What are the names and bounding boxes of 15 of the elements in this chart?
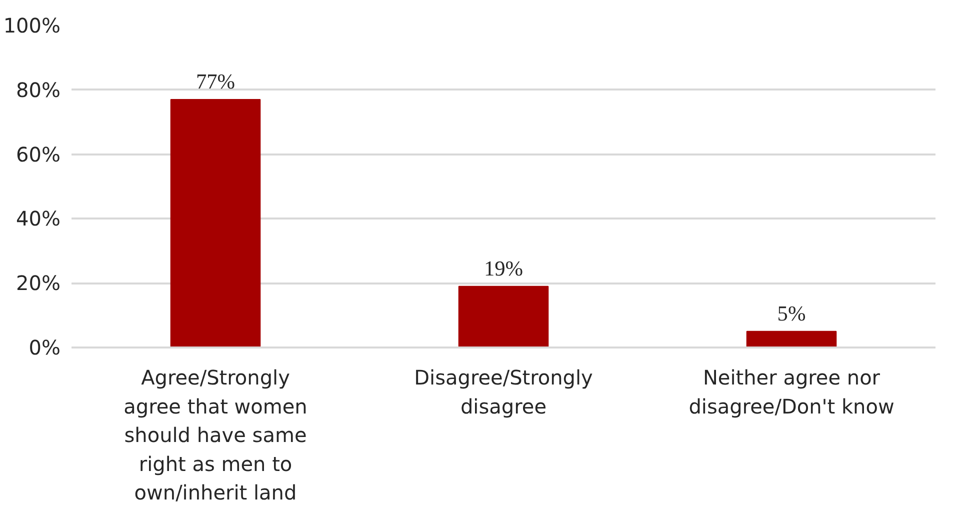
y-tick-label: 100% <box>3 14 61 38</box>
x-tick-label: Agree/Strongly agree that women should have same right as men to own/inherit land <box>124 366 308 505</box>
x-tick-label: Disagree/Strongly disagree <box>414 366 594 418</box>
data-label: 77% <box>196 70 236 94</box>
x-tick-label: Neither agree nor disagree/Don't know <box>688 366 894 418</box>
data-label: 5% <box>777 301 806 326</box>
bar <box>458 286 549 348</box>
y-tick-label: 0% <box>28 336 61 360</box>
y-tick-label: 20% <box>16 271 60 296</box>
data-label: 19% <box>484 256 524 280</box>
y-tick-label: 60% <box>16 142 60 166</box>
bar <box>746 330 837 348</box>
bar <box>170 99 261 348</box>
y-tick-label: 80% <box>16 78 60 102</box>
y-tick-label: 40% <box>16 206 60 231</box>
